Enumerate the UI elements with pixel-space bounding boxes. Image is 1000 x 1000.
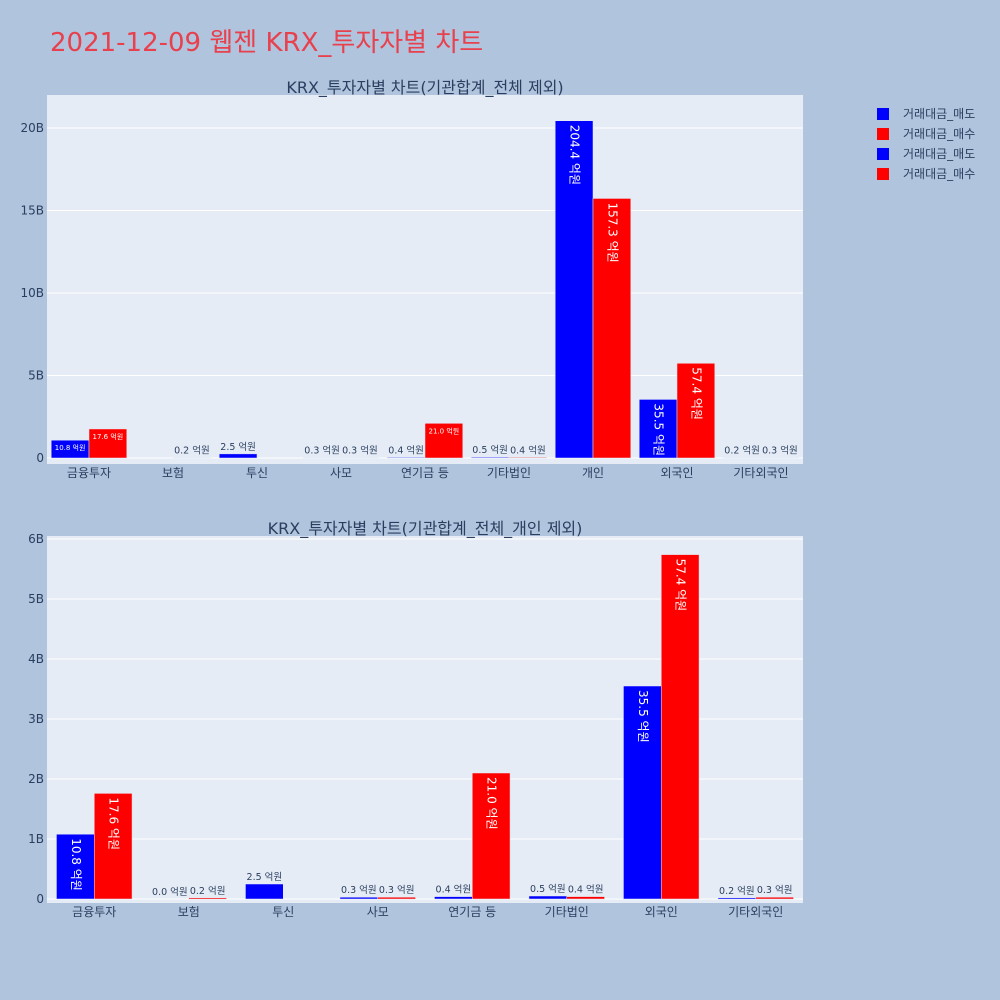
bar-value-label: 35.5 억원 bbox=[636, 690, 650, 743]
legend-label: 거래대금_매도 bbox=[903, 107, 975, 121]
bar-sell bbox=[56, 833, 95, 900]
bar-buy bbox=[661, 554, 700, 900]
bar-buy bbox=[508, 457, 548, 459]
legend-swatch bbox=[877, 108, 889, 120]
y-tick-label: 1B bbox=[28, 832, 44, 846]
bar-value-label: 17.6 억원 bbox=[107, 797, 121, 850]
x-tick-label: 외국인 bbox=[645, 905, 678, 919]
bar-value-label: 0.5 억원 bbox=[530, 883, 566, 895]
bar-value-label: 204.4 억원 bbox=[568, 125, 582, 185]
x-tick-label: 기타법인 bbox=[487, 466, 531, 480]
x-tick-label: 투신 bbox=[246, 466, 268, 480]
bar-value-label: 21.0 억원 bbox=[485, 777, 499, 830]
x-tick-label: 기타외국인 bbox=[728, 905, 783, 919]
subplot-2: 0 1B 2B 3B 4B 5B 6B KRX_투자자별 차트(기관합계_전체_개인 제외) 금… bbox=[28, 519, 803, 919]
subplot-title: KRX_투자자별 차트(기관합계_전체_개인 제외) bbox=[268, 519, 583, 539]
x-tick-label: 보험 bbox=[162, 466, 184, 480]
bar-sell bbox=[717, 897, 757, 900]
bar-value-label: 0.3 억원 bbox=[304, 445, 340, 457]
bar-sell bbox=[434, 896, 473, 900]
bar-value-label: 0.5 억원 bbox=[472, 444, 508, 456]
bar-value-label: 17.6 억원 bbox=[93, 432, 124, 441]
bar-buy bbox=[592, 198, 632, 459]
x-tick-label: 기타외국인 bbox=[733, 466, 788, 480]
legend-label: 거래대금_매수 bbox=[903, 127, 975, 141]
bar-value-label: 0.3 억원 bbox=[341, 884, 377, 896]
bar-buy bbox=[188, 897, 227, 900]
subplot-title: KRX_투자자별 차트(기관합계_전체 제외) bbox=[286, 78, 563, 98]
legend-swatch bbox=[877, 168, 889, 180]
bar-value-label: 10.8 억원 bbox=[69, 838, 83, 891]
bar-buy bbox=[94, 793, 133, 900]
bar-value-label: 0.3 억원 bbox=[762, 445, 798, 457]
bar-buy bbox=[424, 423, 464, 459]
legend-label: 거래대금_매도 bbox=[903, 147, 975, 161]
bar-sell bbox=[470, 456, 510, 459]
bar-value-label: 21.0 억원 bbox=[429, 426, 460, 435]
bar-value-label: 0.3 억원 bbox=[379, 884, 415, 896]
y-tick-label: 20B bbox=[20, 121, 44, 135]
bar-sell bbox=[218, 453, 258, 459]
bar-value-label: 57.4 억원 bbox=[674, 559, 688, 612]
bar-buy bbox=[88, 428, 128, 459]
x-tick-label: 사모 bbox=[330, 466, 352, 480]
bar-value-label: 0.4 억원 bbox=[568, 884, 604, 896]
bar-value-label: 2.5 억원 bbox=[247, 871, 283, 883]
y-tick-label: 0 bbox=[36, 892, 44, 906]
page-title: 2021-12-09 웹젠 KRX_투자자별 차트 bbox=[50, 28, 484, 58]
bar-value-label: 0.2 억원 bbox=[719, 885, 755, 897]
bar-value-label: 0.2 억원 bbox=[174, 445, 210, 457]
y-tick-label: 0 bbox=[36, 451, 44, 465]
bar-value-label: 10.8 억원 bbox=[55, 443, 86, 452]
y-tick-label: 5B bbox=[28, 369, 44, 383]
x-tick-label: 금융투자 bbox=[72, 905, 116, 919]
y-tick-label: 6B bbox=[28, 532, 44, 546]
bar-value-label: 0.2 억원 bbox=[190, 885, 226, 897]
x-tick-label: 금융투자 bbox=[67, 466, 111, 480]
y-tick-label: 10B bbox=[20, 286, 44, 300]
y-tick-label: 3B bbox=[28, 712, 44, 726]
bar-sell bbox=[339, 896, 379, 900]
bar-buy bbox=[755, 896, 794, 900]
y-tick-label: 2B bbox=[28, 772, 44, 786]
bar-buy bbox=[566, 896, 605, 900]
bar-buy bbox=[676, 363, 716, 459]
bar-value-label: 57.4 억원 bbox=[689, 367, 703, 420]
legend-swatch bbox=[877, 148, 889, 160]
bar-sell bbox=[554, 120, 594, 459]
x-tick-label: 연기금 등 bbox=[401, 466, 449, 480]
x-tick-label: 외국인 bbox=[660, 466, 693, 480]
bar-sell bbox=[623, 685, 662, 900]
y-tick-label: 4B bbox=[28, 652, 44, 666]
x-tick-label: 연기금 등 bbox=[448, 905, 496, 919]
bar-sell bbox=[638, 399, 678, 459]
y-tick-label: 5B bbox=[28, 592, 44, 606]
bar-value-label: 0.4 억원 bbox=[510, 444, 546, 456]
bar-value-label: 0.3 억원 bbox=[342, 445, 378, 457]
bar-value-label: 35.5 억원 bbox=[652, 403, 666, 456]
x-tick-label: 보험 bbox=[178, 905, 200, 919]
legend-swatch bbox=[877, 128, 889, 140]
bar-sell bbox=[245, 883, 284, 900]
bar-value-label: 157.3 억원 bbox=[605, 202, 619, 262]
bar-value-label: 0.4 억원 bbox=[436, 884, 472, 896]
bar-buy bbox=[472, 772, 511, 900]
bar-value-label: 2.5 억원 bbox=[220, 441, 256, 453]
bar-value-label: 0.2 억원 bbox=[724, 445, 760, 457]
bar-value-label: 0.3 억원 bbox=[757, 884, 793, 896]
bar-value-label: 0.0 억원 bbox=[152, 886, 188, 898]
x-tick-label: 개인 bbox=[582, 466, 604, 480]
bar-buy bbox=[377, 896, 416, 900]
y-tick-label: 15B bbox=[20, 204, 44, 218]
x-tick-label: 투신 bbox=[272, 905, 294, 919]
bar-sell bbox=[528, 895, 568, 900]
legend-label: 거래대금_매수 bbox=[903, 167, 975, 181]
x-tick-label: 사모 bbox=[367, 905, 389, 919]
bar-value-label: 0.4 억원 bbox=[388, 444, 424, 456]
x-tick-label: 기타법인 bbox=[545, 905, 589, 919]
subplot-1: 0 5B 10B 15B 20B KRX_투자자별 차트(기관합계_전체 제외) 금융투자 1… bbox=[20, 78, 803, 480]
bar-sell bbox=[386, 457, 426, 459]
